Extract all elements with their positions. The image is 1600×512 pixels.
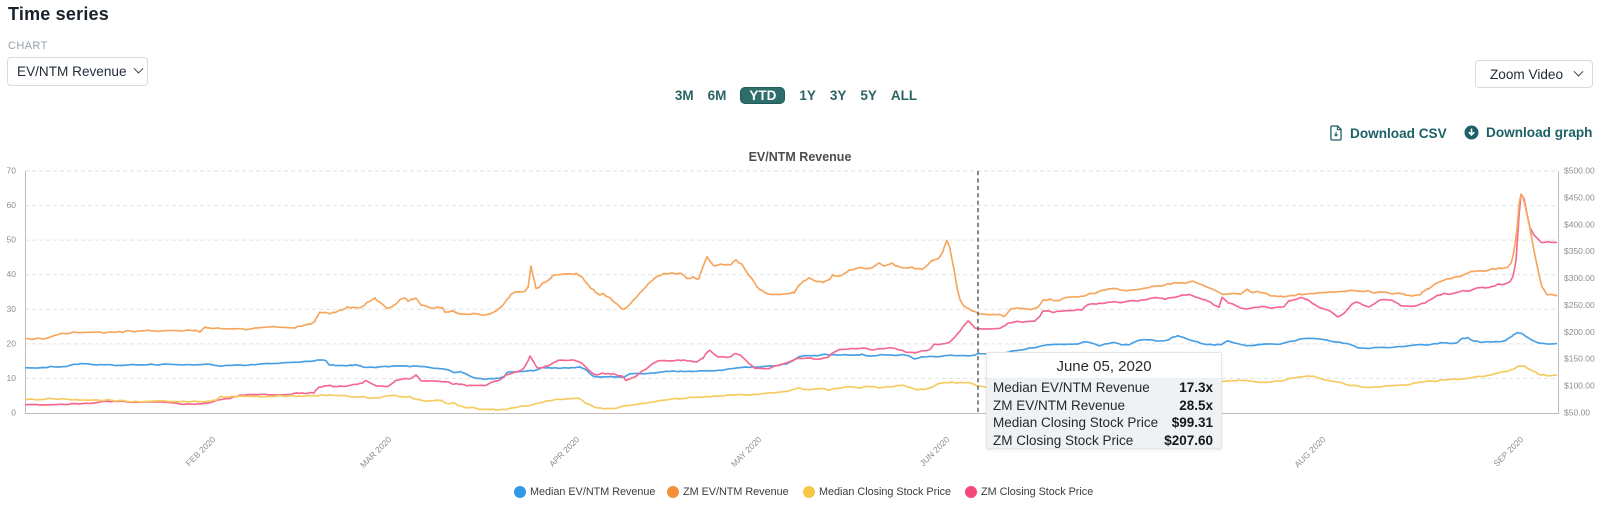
svg-text:$50.00: $50.00 <box>1564 408 1590 418</box>
svg-text:$400.00: $400.00 <box>1564 219 1595 229</box>
svg-text:$200.00: $200.00 <box>1564 327 1595 337</box>
svg-text:$250.00: $250.00 <box>1564 300 1595 310</box>
svg-text:MAR 2020: MAR 2020 <box>358 434 394 470</box>
svg-text:MAY 2020: MAY 2020 <box>729 434 764 469</box>
svg-text:10: 10 <box>7 373 17 383</box>
svg-text:$450.00: $450.00 <box>1564 192 1595 202</box>
svg-text:60: 60 <box>7 200 17 210</box>
svg-text:JUN 2020: JUN 2020 <box>918 434 952 468</box>
svg-text:$100.00: $100.00 <box>1564 381 1595 391</box>
svg-text:AUG 2020: AUG 2020 <box>1292 434 1327 469</box>
svg-text:30: 30 <box>7 304 17 314</box>
svg-text:APR 2020: APR 2020 <box>547 434 582 469</box>
svg-text:$350.00: $350.00 <box>1564 246 1595 256</box>
svg-text:SEP 2020: SEP 2020 <box>1491 434 1525 468</box>
svg-text:40: 40 <box>7 269 17 279</box>
svg-text:$150.00: $150.00 <box>1564 354 1595 364</box>
svg-text:FEB 2020: FEB 2020 <box>184 434 218 468</box>
svg-text:70: 70 <box>7 166 17 176</box>
svg-text:0: 0 <box>11 408 16 418</box>
svg-text:$300.00: $300.00 <box>1564 273 1595 283</box>
svg-text:$500.00: $500.00 <box>1564 166 1595 176</box>
svg-text:50: 50 <box>7 235 17 245</box>
svg-text:20: 20 <box>7 338 17 348</box>
